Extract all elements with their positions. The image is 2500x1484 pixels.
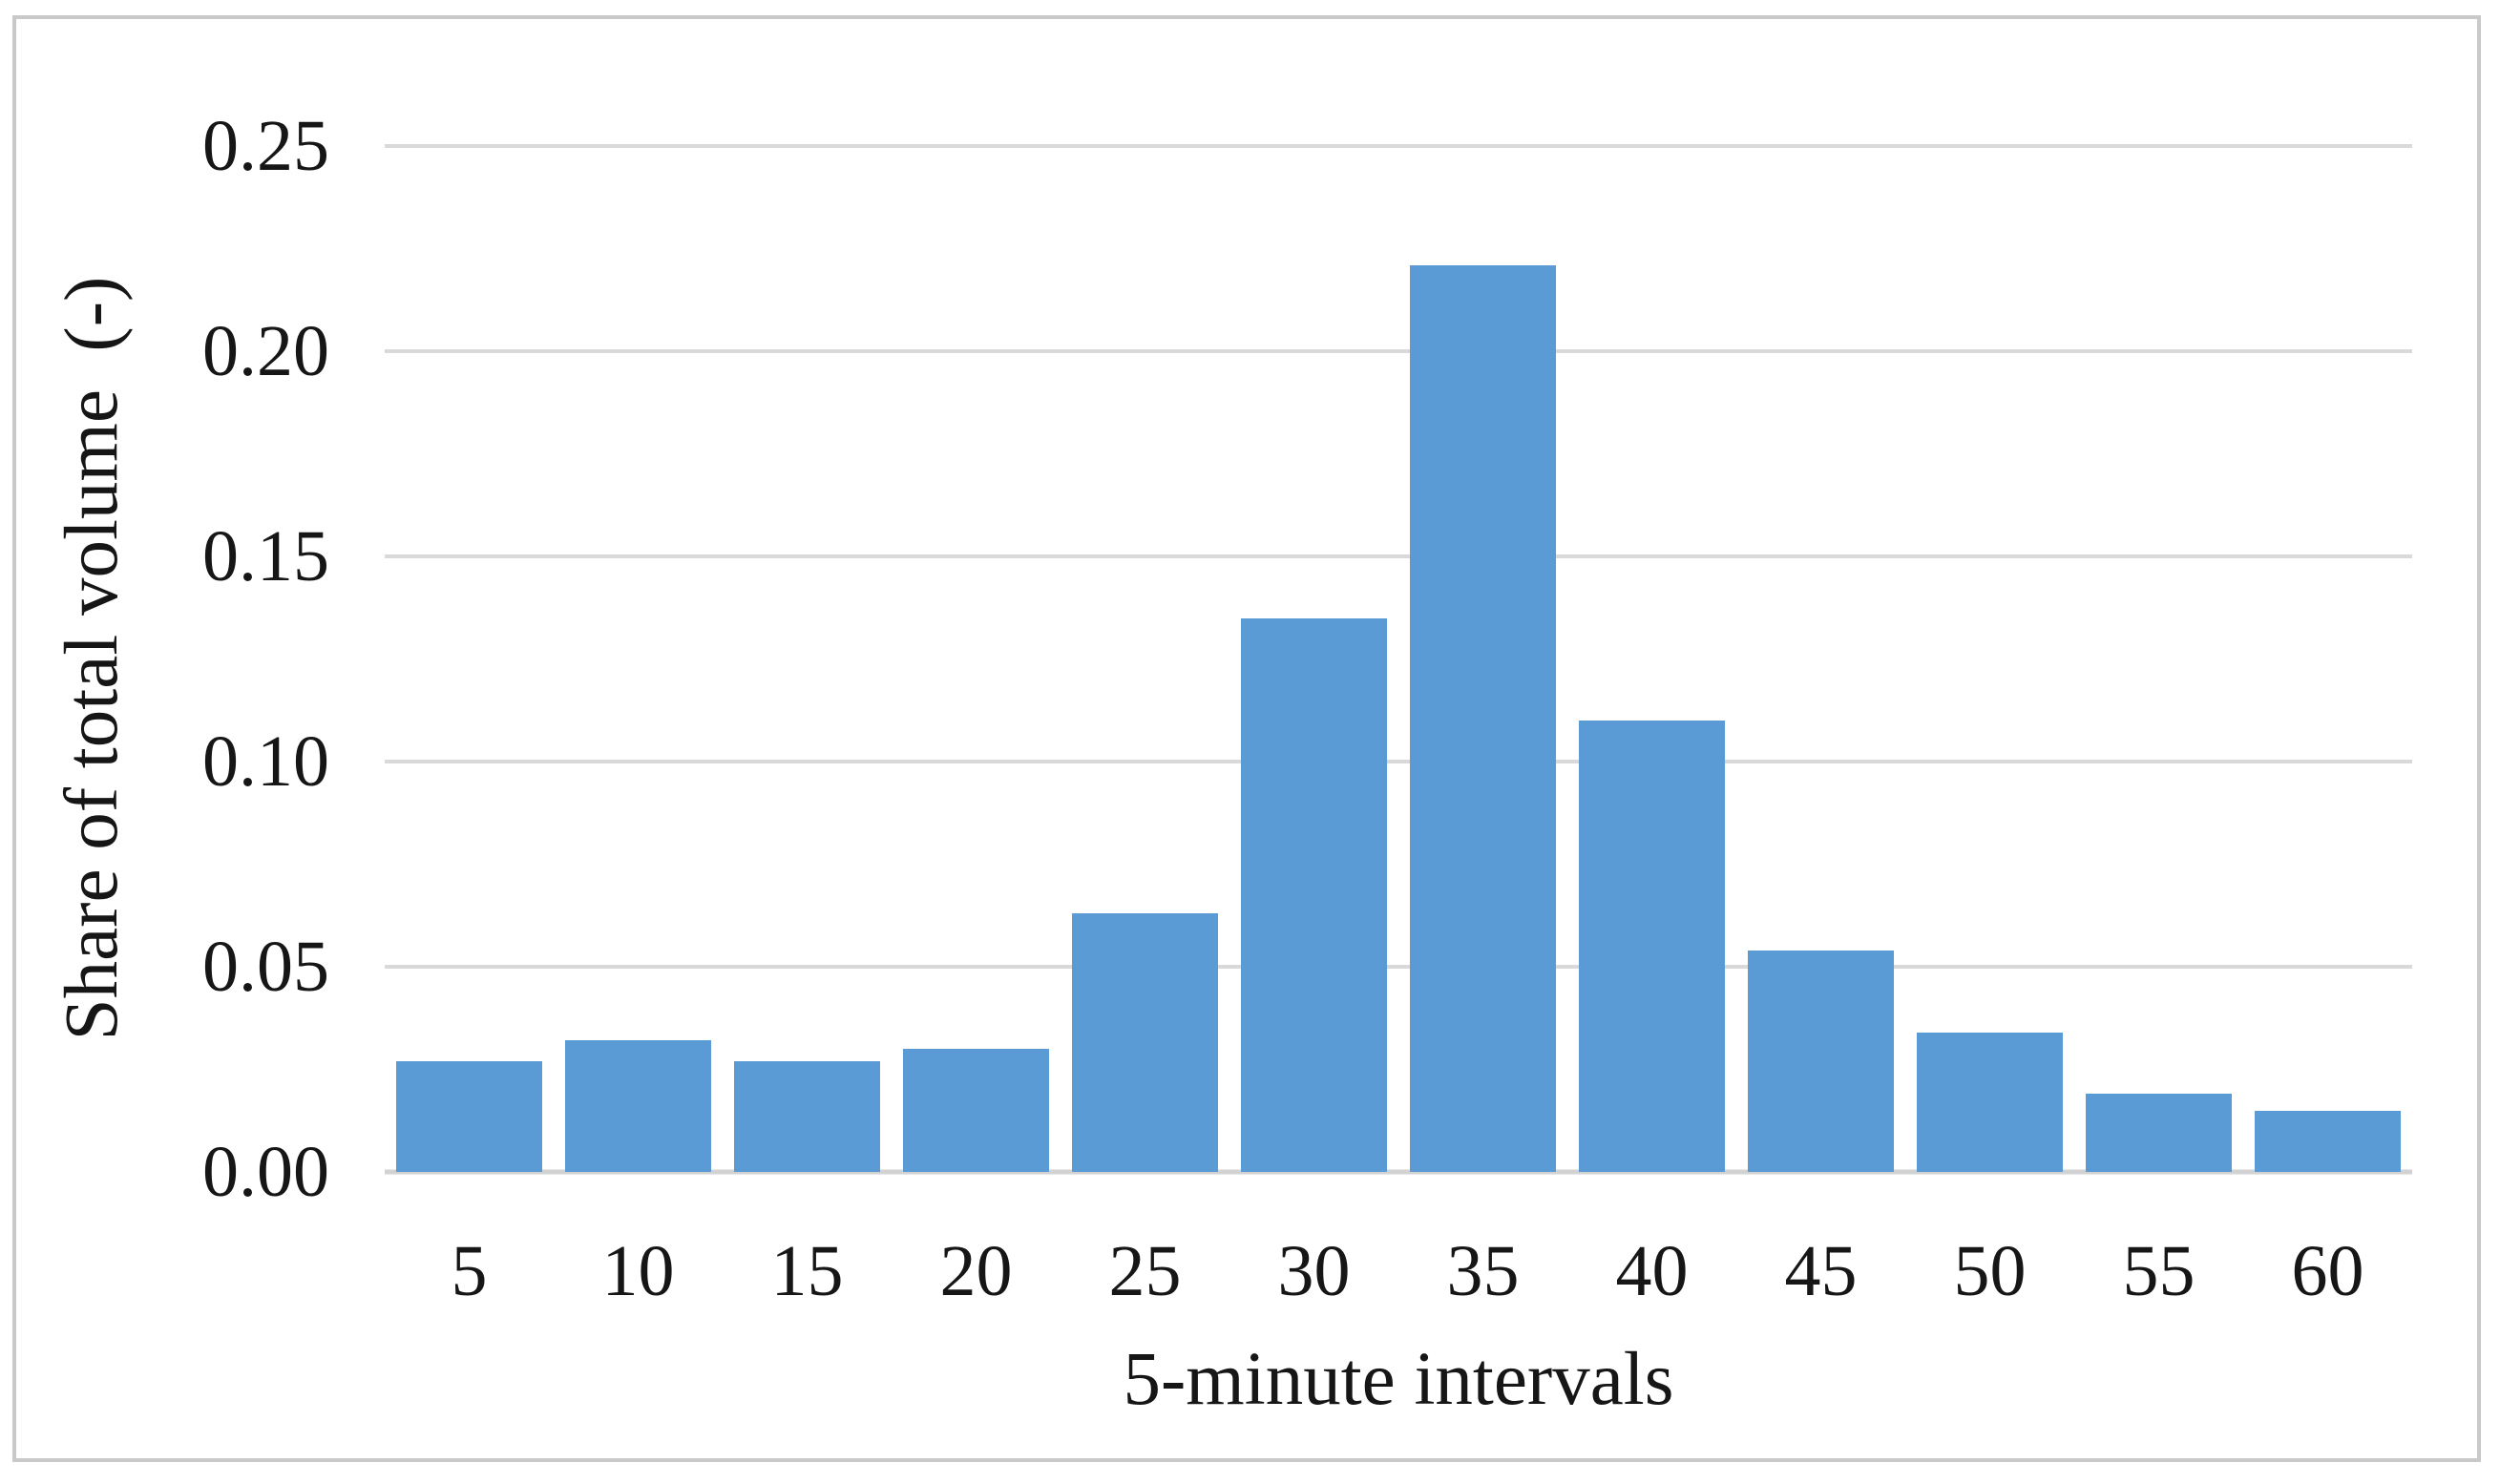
y-tick-label: 0.20 bbox=[202, 311, 329, 391]
bar-55 bbox=[2086, 1094, 2232, 1172]
gridline bbox=[385, 144, 2412, 148]
bar-slot bbox=[2243, 146, 2412, 1172]
x-tick-label: 20 bbox=[939, 1231, 1013, 1311]
bar-35 bbox=[1410, 264, 1556, 1172]
bar-slot bbox=[2074, 146, 2243, 1172]
x-tick-label: 30 bbox=[1277, 1231, 1351, 1311]
y-tick-label: 0.05 bbox=[202, 927, 329, 1007]
bar-5 bbox=[396, 1060, 542, 1172]
gridline bbox=[385, 554, 2412, 558]
bar-slot bbox=[1567, 146, 1736, 1172]
y-axis-tick-labels: 0.25 0.20 0.15 0.10 0.05 0.00 bbox=[105, 106, 329, 1212]
bar-slot bbox=[723, 146, 892, 1172]
x-axis-tick-labels: 5 10 15 20 25 30 35 40 45 50 55 60 bbox=[385, 1225, 2412, 1317]
bar-slot bbox=[1398, 146, 1567, 1172]
x-tick-label: 15 bbox=[770, 1231, 844, 1311]
bar-30 bbox=[1241, 617, 1387, 1172]
x-tick-label: 45 bbox=[1784, 1231, 1858, 1311]
bar-slot bbox=[892, 146, 1061, 1172]
bar-slot bbox=[554, 146, 723, 1172]
y-tick-label: 0.00 bbox=[202, 1132, 329, 1212]
bar-10 bbox=[565, 1040, 711, 1172]
bar-series bbox=[385, 146, 2412, 1172]
x-tick-label: 50 bbox=[1953, 1231, 2027, 1311]
bar-40 bbox=[1579, 721, 1725, 1172]
y-tick-label: 0.15 bbox=[202, 516, 329, 596]
gridline bbox=[385, 965, 2412, 969]
bar-60 bbox=[2255, 1110, 2401, 1172]
x-tick-label: 25 bbox=[1108, 1231, 1182, 1311]
x-axis-title: 5-minute intervals bbox=[1123, 1338, 1674, 1421]
bar-slot bbox=[1229, 146, 1398, 1172]
x-tick-label: 35 bbox=[1446, 1231, 1520, 1311]
x-tick-label: 5 bbox=[451, 1231, 488, 1311]
bar-50 bbox=[1917, 1032, 2063, 1172]
y-tick-label: 0.10 bbox=[202, 721, 329, 802]
y-tick-label: 0.25 bbox=[202, 106, 329, 186]
x-axis-line bbox=[385, 1169, 2412, 1175]
x-tick-label: 40 bbox=[1615, 1231, 1689, 1311]
bar-25 bbox=[1072, 913, 1218, 1172]
x-tick-label: 10 bbox=[601, 1231, 675, 1311]
gridline bbox=[385, 760, 2412, 763]
bar-15 bbox=[734, 1060, 880, 1172]
x-tick-label: 55 bbox=[2122, 1231, 2195, 1311]
bar-20 bbox=[903, 1049, 1049, 1172]
x-tick-label: 60 bbox=[2291, 1231, 2364, 1311]
bar-slot bbox=[1061, 146, 1229, 1172]
bar-slot bbox=[1905, 146, 2074, 1172]
bar-slot bbox=[1736, 146, 1905, 1172]
bar-45 bbox=[1748, 950, 1894, 1172]
plot-area bbox=[385, 144, 2412, 1175]
gridline bbox=[385, 349, 2412, 353]
bar-slot bbox=[385, 146, 554, 1172]
